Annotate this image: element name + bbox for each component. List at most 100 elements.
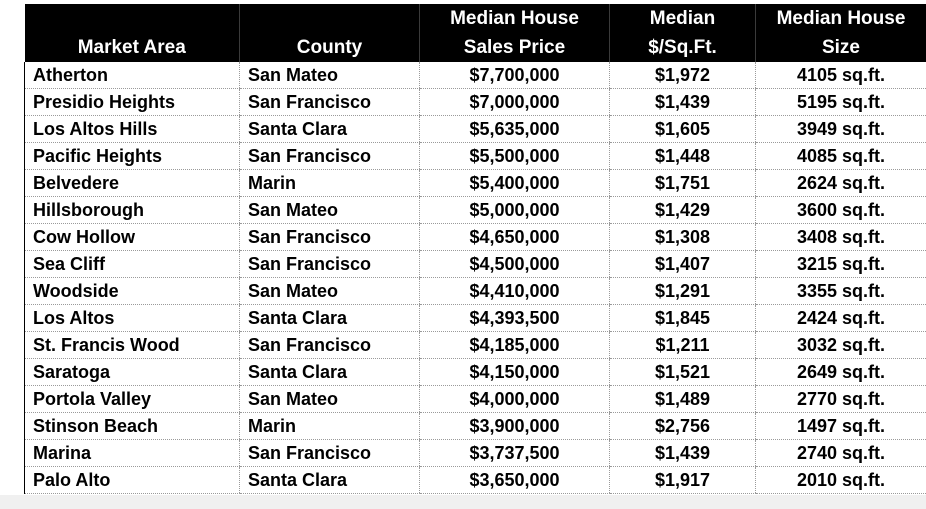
house-size-cell[interactable]: 2424 sq.ft.	[755, 304, 926, 332]
market-area-cell[interactable]: Woodside	[24, 277, 240, 305]
market-area-cell[interactable]: Pacific Heights	[24, 142, 240, 170]
house-size-cell[interactable]: 4085 sq.ft.	[755, 142, 926, 170]
county-cell[interactable]: San Mateo	[239, 62, 420, 89]
county-cell[interactable]: San Mateo	[239, 196, 420, 224]
header-price-per-sqft: Median $/Sq.Ft.	[609, 4, 756, 62]
price-per-sqft-cell[interactable]: $1,407	[609, 250, 756, 278]
price-per-sqft-cell[interactable]: $1,605	[609, 115, 756, 143]
county-cell[interactable]: Marin	[239, 412, 420, 440]
market-area-cell[interactable]: Los Altos Hills	[24, 115, 240, 143]
sales-price-cell[interactable]: $4,185,000	[419, 331, 610, 359]
market-area-cell[interactable]: Los Altos	[24, 304, 240, 332]
market-area-cell[interactable]: Sea Cliff	[24, 250, 240, 278]
house-size-cell[interactable]: 5195 sq.ft.	[755, 88, 926, 116]
market-area-cell[interactable]: Palo Alto	[24, 466, 240, 494]
county-cell[interactable]: Santa Clara	[239, 304, 420, 332]
county-cell[interactable]: San Francisco	[239, 223, 420, 251]
county-cell[interactable]: San Francisco	[239, 439, 420, 467]
header-line-1: Median	[649, 8, 716, 29]
market-area-cell[interactable]: Belvedere	[24, 169, 240, 197]
market-area-cell[interactable]: Portola Valley	[24, 385, 240, 413]
county-cell[interactable]: San Francisco	[239, 142, 420, 170]
house-size-cell[interactable]: 2010 sq.ft.	[755, 466, 926, 494]
price-per-sqft-cell[interactable]: $1,439	[609, 439, 756, 467]
county-cell[interactable]: Santa Clara	[239, 115, 420, 143]
sales-price-cell[interactable]: $7,000,000	[419, 88, 610, 116]
house-size-cell[interactable]: 2740 sq.ft.	[755, 439, 926, 467]
table-row: Saratoga Santa Clara $4,150,000 $1,521 2649 …	[24, 358, 926, 386]
house-size-cell[interactable]: 3949 sq.ft.	[755, 115, 926, 143]
table-row: Palo Alto Santa Clara $3,650,000 $1,917 2010…	[24, 466, 926, 494]
sales-price-cell[interactable]: $4,500,000	[419, 250, 610, 278]
table-row: Los Altos Santa Clara $4,393,500 $1,845 2424…	[24, 304, 926, 332]
price-per-sqft-cell[interactable]: $1,489	[609, 385, 756, 413]
price-per-sqft-cell[interactable]: $1,917	[609, 466, 756, 494]
sales-price-cell[interactable]: $3,737,500	[419, 439, 610, 467]
county-cell[interactable]: San Mateo	[239, 277, 420, 305]
house-size-cell[interactable]: 3032 sq.ft.	[755, 331, 926, 359]
county-cell[interactable]: San Francisco	[239, 88, 420, 116]
house-size-cell[interactable]: 3355 sq.ft.	[755, 277, 926, 305]
market-area-cell[interactable]: Presidio Heights	[24, 88, 240, 116]
price-per-sqft-cell[interactable]: $1,521	[609, 358, 756, 386]
header-line-2: County	[296, 37, 363, 58]
sales-price-cell[interactable]: $5,000,000	[419, 196, 610, 224]
house-size-cell[interactable]: 2649 sq.ft.	[755, 358, 926, 386]
house-size-cell[interactable]: 3408 sq.ft.	[755, 223, 926, 251]
header-line-1: Median House	[450, 8, 579, 29]
sales-price-cell[interactable]: $7,700,000	[419, 62, 610, 89]
price-per-sqft-cell[interactable]: $1,751	[609, 169, 756, 197]
house-size-cell[interactable]: 3215 sq.ft.	[755, 250, 926, 278]
county-cell[interactable]: San Francisco	[239, 331, 420, 359]
market-area-cell[interactable]: Atherton	[24, 62, 240, 89]
table-row: Cow Hollow San Francisco $4,650,000 $1,308 3…	[24, 223, 926, 251]
sales-price-cell[interactable]: $4,150,000	[419, 358, 610, 386]
price-per-sqft-cell[interactable]: $1,845	[609, 304, 756, 332]
county-cell[interactable]: San Francisco	[239, 250, 420, 278]
housing-table: Market Area County Median House Sales Pr…	[24, 4, 926, 494]
price-per-sqft-cell[interactable]: $1,308	[609, 223, 756, 251]
market-area-cell[interactable]: Cow Hollow	[24, 223, 240, 251]
table-row: Los Altos Hills Santa Clara $5,635,000 $1,6…	[24, 115, 926, 143]
header-house-size: Median House Size	[755, 4, 926, 62]
sales-price-cell[interactable]: $5,635,000	[419, 115, 610, 143]
sales-price-cell[interactable]: $3,900,000	[419, 412, 610, 440]
sales-price-cell[interactable]: $4,650,000	[419, 223, 610, 251]
market-area-cell[interactable]: Hillsborough	[24, 196, 240, 224]
header-line-2: Size	[821, 37, 861, 58]
sales-price-cell[interactable]: $4,410,000	[419, 277, 610, 305]
house-size-cell[interactable]: 4105 sq.ft.	[755, 62, 926, 89]
table-row: Stinson Beach Marin $3,900,000 $2,756 1497 s…	[24, 412, 926, 440]
spreadsheet-area: Market Area County Median House Sales Pr…	[0, 0, 926, 495]
sales-price-cell[interactable]: $5,500,000	[419, 142, 610, 170]
header-market-area: Market Area	[24, 4, 240, 62]
market-area-cell[interactable]: Saratoga	[24, 358, 240, 386]
house-size-cell[interactable]: 1497 sq.ft.	[755, 412, 926, 440]
county-cell[interactable]: Santa Clara	[239, 466, 420, 494]
county-cell[interactable]: San Mateo	[239, 385, 420, 413]
price-per-sqft-cell[interactable]: $1,429	[609, 196, 756, 224]
sales-price-cell[interactable]: $5,400,000	[419, 169, 610, 197]
header-line-2: Sales Price	[463, 37, 566, 58]
sales-price-cell[interactable]: $4,000,000	[419, 385, 610, 413]
sales-price-cell[interactable]: $4,393,500	[419, 304, 610, 332]
house-size-cell[interactable]: 2770 sq.ft.	[755, 385, 926, 413]
price-per-sqft-cell[interactable]: $1,448	[609, 142, 756, 170]
price-per-sqft-cell[interactable]: $1,972	[609, 62, 756, 89]
house-size-cell[interactable]: 2624 sq.ft.	[755, 169, 926, 197]
price-per-sqft-cell[interactable]: $1,439	[609, 88, 756, 116]
price-per-sqft-cell[interactable]: $1,291	[609, 277, 756, 305]
county-cell[interactable]: Santa Clara	[239, 358, 420, 386]
market-area-cell[interactable]: St. Francis Wood	[24, 331, 240, 359]
header-line-2: Market Area	[77, 37, 186, 58]
table-row: Portola Valley San Mateo $4,000,000 $1,489 2…	[24, 385, 926, 413]
price-per-sqft-cell[interactable]: $1,211	[609, 331, 756, 359]
sales-price-cell[interactable]: $3,650,000	[419, 466, 610, 494]
county-cell[interactable]: Marin	[239, 169, 420, 197]
table-row: Pacific Heights San Francisco $5,500,000 $1…	[24, 142, 926, 170]
table-body: Atherton San Mateo $7,700,000 $1,972 4105 sq…	[24, 62, 926, 494]
price-per-sqft-cell[interactable]: $2,756	[609, 412, 756, 440]
market-area-cell[interactable]: Marina	[24, 439, 240, 467]
market-area-cell[interactable]: Stinson Beach	[24, 412, 240, 440]
house-size-cell[interactable]: 3600 sq.ft.	[755, 196, 926, 224]
